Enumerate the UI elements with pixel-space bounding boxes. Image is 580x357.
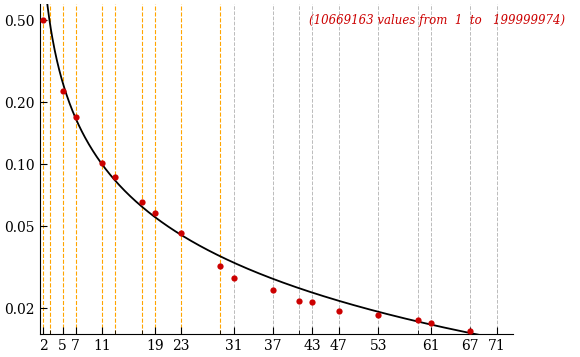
Text: (10669163 values from  1  to   199999974): (10669163 values from 1 to 199999974) [310, 14, 566, 27]
